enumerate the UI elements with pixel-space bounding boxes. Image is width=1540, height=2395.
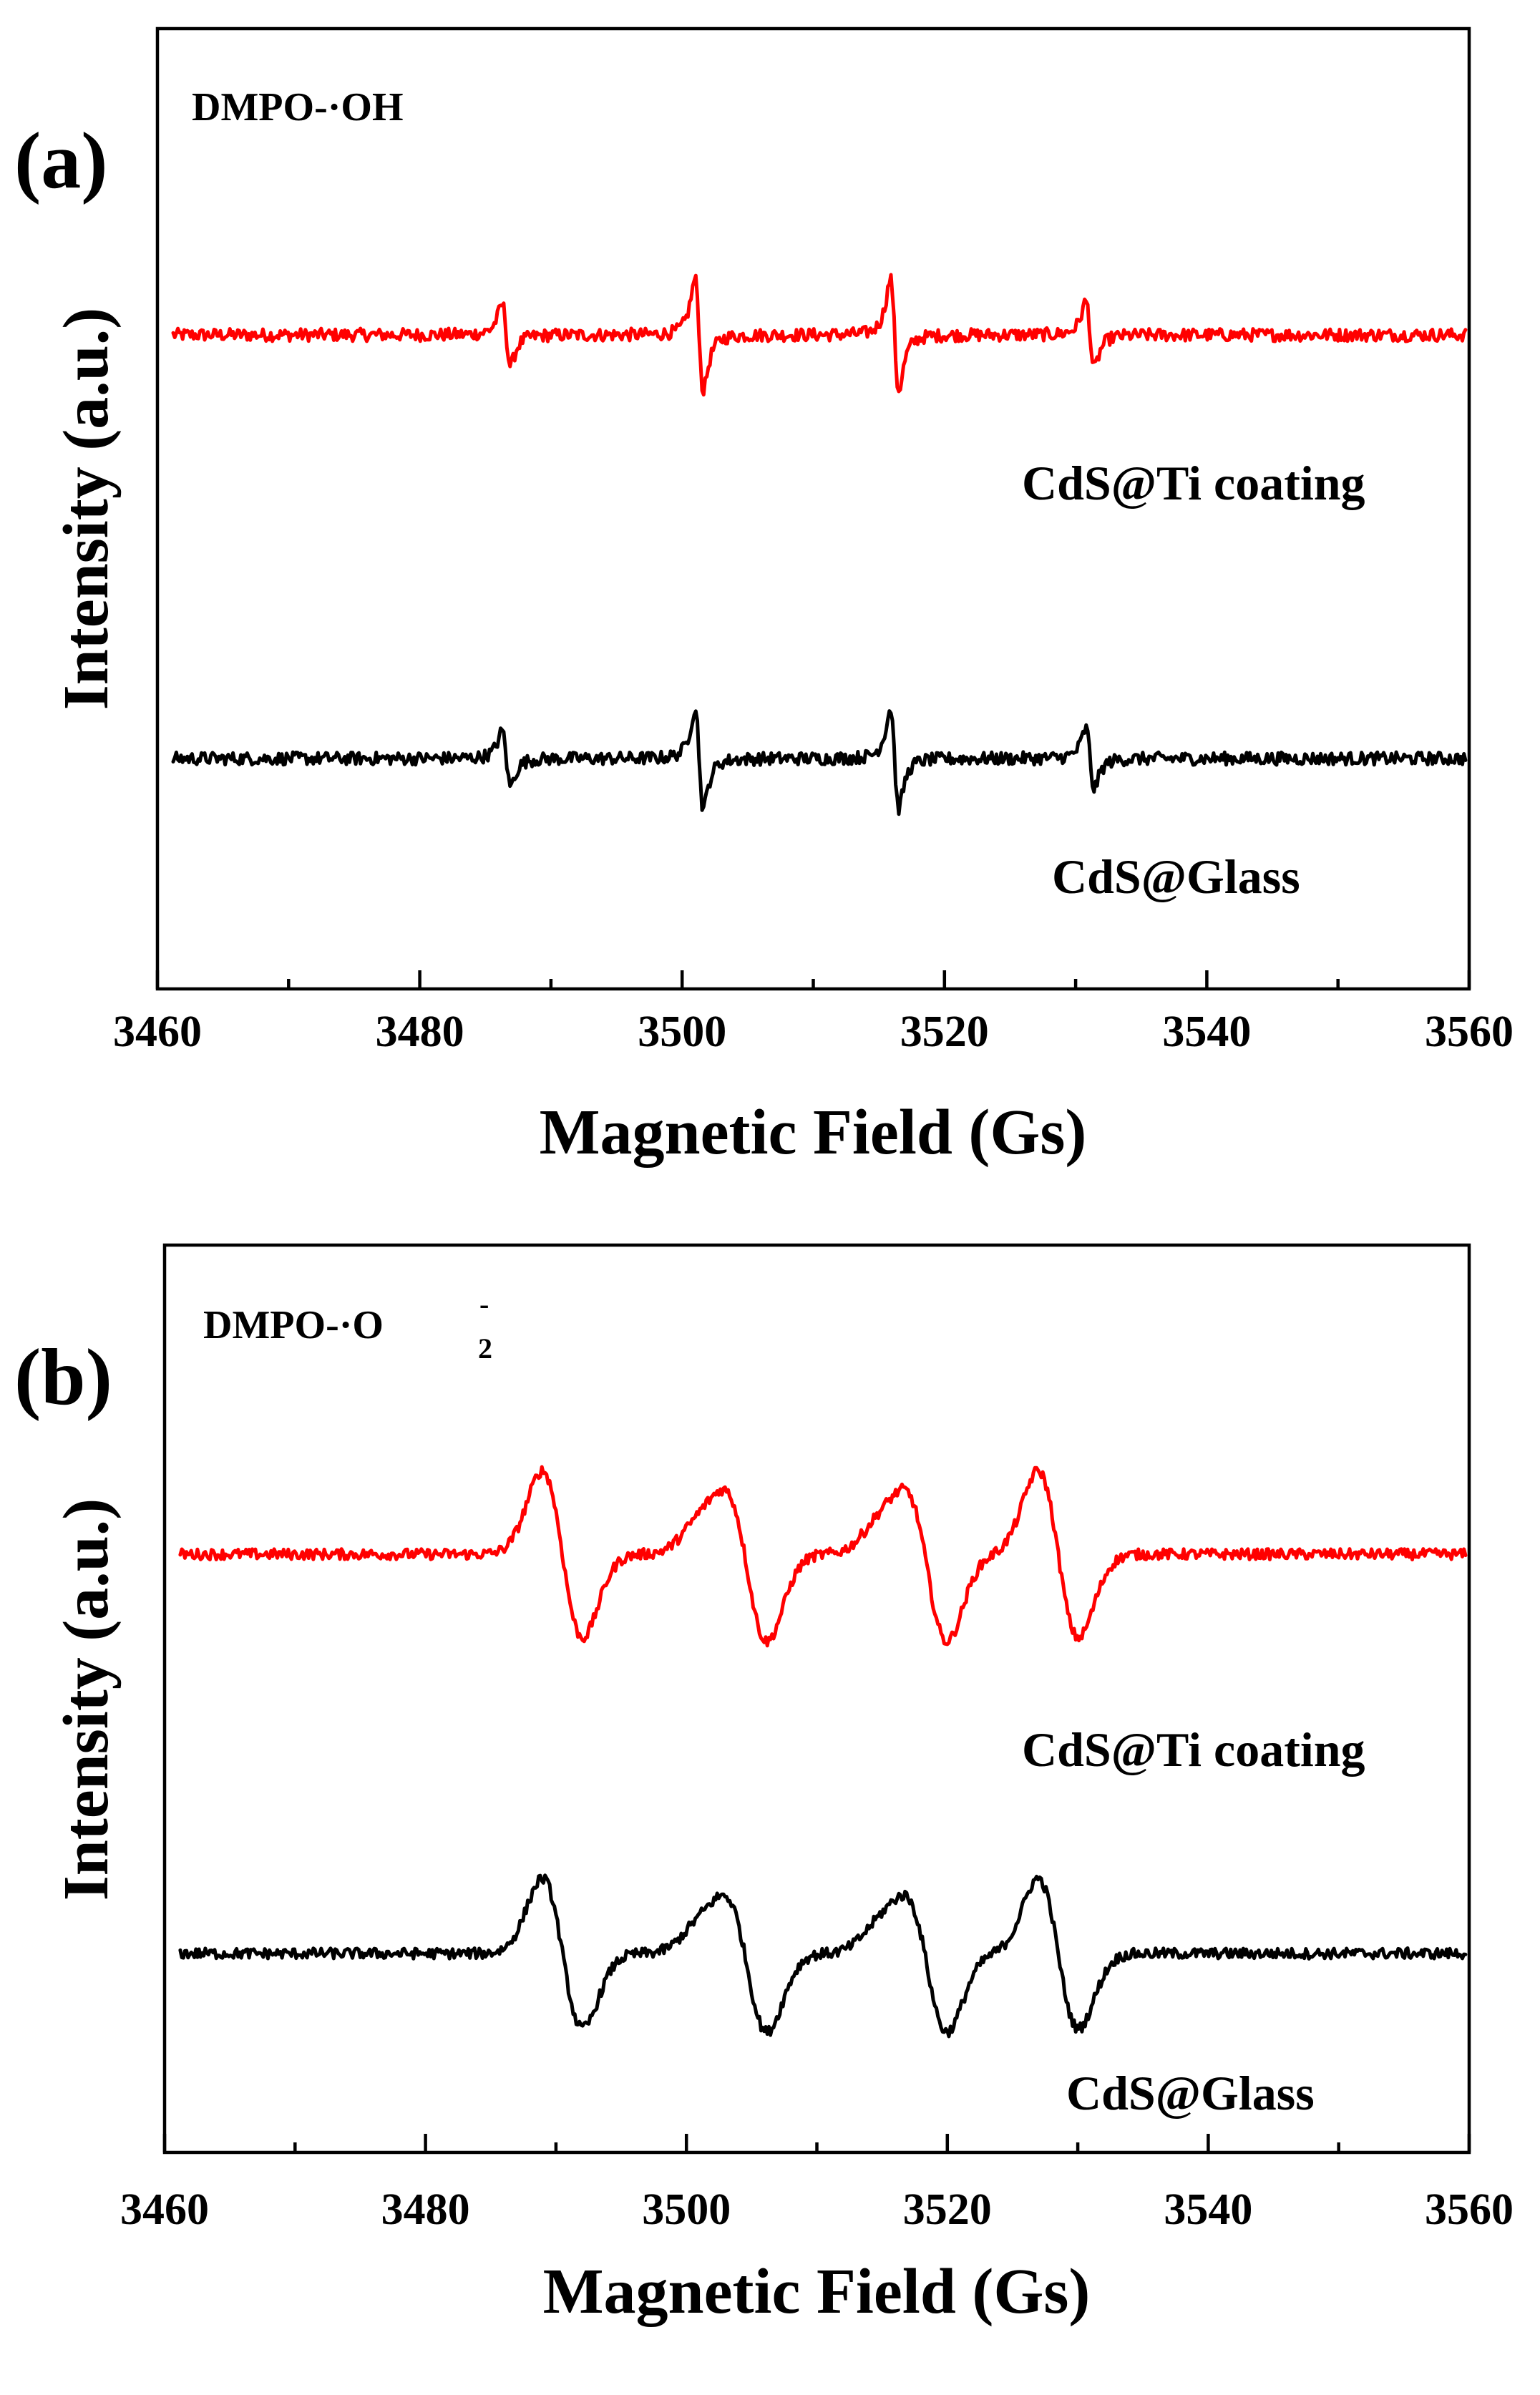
panel-a-x-axis-label: Magnetic Field (Gs) [540,1097,1087,1168]
panel-b-trace-ti-coating [178,1465,1468,1648]
panel-b-species-subscript: 2 [478,1332,492,1365]
panel-a-x-tick-label: 3480 [376,1008,464,1056]
panel-b-series-label-ti: CdS@Ti coating [1022,1722,1365,1777]
panel-a-x-tick-label: 3540 [1162,1008,1251,1056]
panel-b-x-tick-label: 3560 [1425,2185,1514,2234]
panel-a-y-axis-label: Intensity (a.u.) [51,308,122,711]
panel-a-label: (a) [14,117,108,205]
panel-b-species-superscript: - [479,1288,489,1320]
panel-b-species-label: DMPO-·O [203,1303,384,1347]
panel-b: (b) DMPO-·O 2 - 3460 3480 3500 3520 3540 3560… [14,1243,1514,2327]
panel-a-x-tick-label: 3520 [900,1008,989,1056]
panel-a-trace-ti-coating [171,273,1468,397]
panel-b-x-tick-label: 3480 [381,2185,470,2234]
panel-b-x-tick-label: 3500 [642,2185,731,2234]
panel-a-x-tick-label: 3560 [1425,1008,1514,1056]
panel-a-series-label-ti: CdS@Ti coating [1022,456,1365,510]
panel-a-trace-glass [171,709,1468,816]
panel-a-series-label-glass: CdS@Glass [1052,849,1300,904]
panel-b-traces [178,1465,1468,2039]
panel-b-trace-glass [178,1873,1468,2039]
panel-b-x-tick-label: 3520 [903,2185,992,2234]
panel-a: (a) DMPO-·OH 3460 3480 3500 3520 3540 3560 Cd… [14,26,1514,1168]
panel-b-series-label-glass: CdS@Glass [1066,2066,1315,2120]
panel-a-traces [171,273,1468,816]
panel-b-y-axis-label: Intensity (a.u.) [51,1498,122,1901]
panel-a-x-ticks: 3460 3480 3500 3520 3540 3560 [113,970,1514,1056]
panel-b-x-axis-label: Magnetic Field (Gs) [543,2256,1091,2327]
panel-b-x-ticks: 3460 3480 3500 3520 3540 3560 [120,2134,1514,2234]
panel-a-species-label: DMPO-·OH [192,85,404,130]
panel-b-label: (b) [14,1333,112,1422]
panel-a-x-tick-label: 3460 [113,1008,202,1056]
panel-a-x-tick-label: 3500 [638,1008,726,1056]
panel-b-x-tick-label: 3460 [120,2185,209,2234]
panel-b-x-tick-label: 3540 [1164,2185,1252,2234]
